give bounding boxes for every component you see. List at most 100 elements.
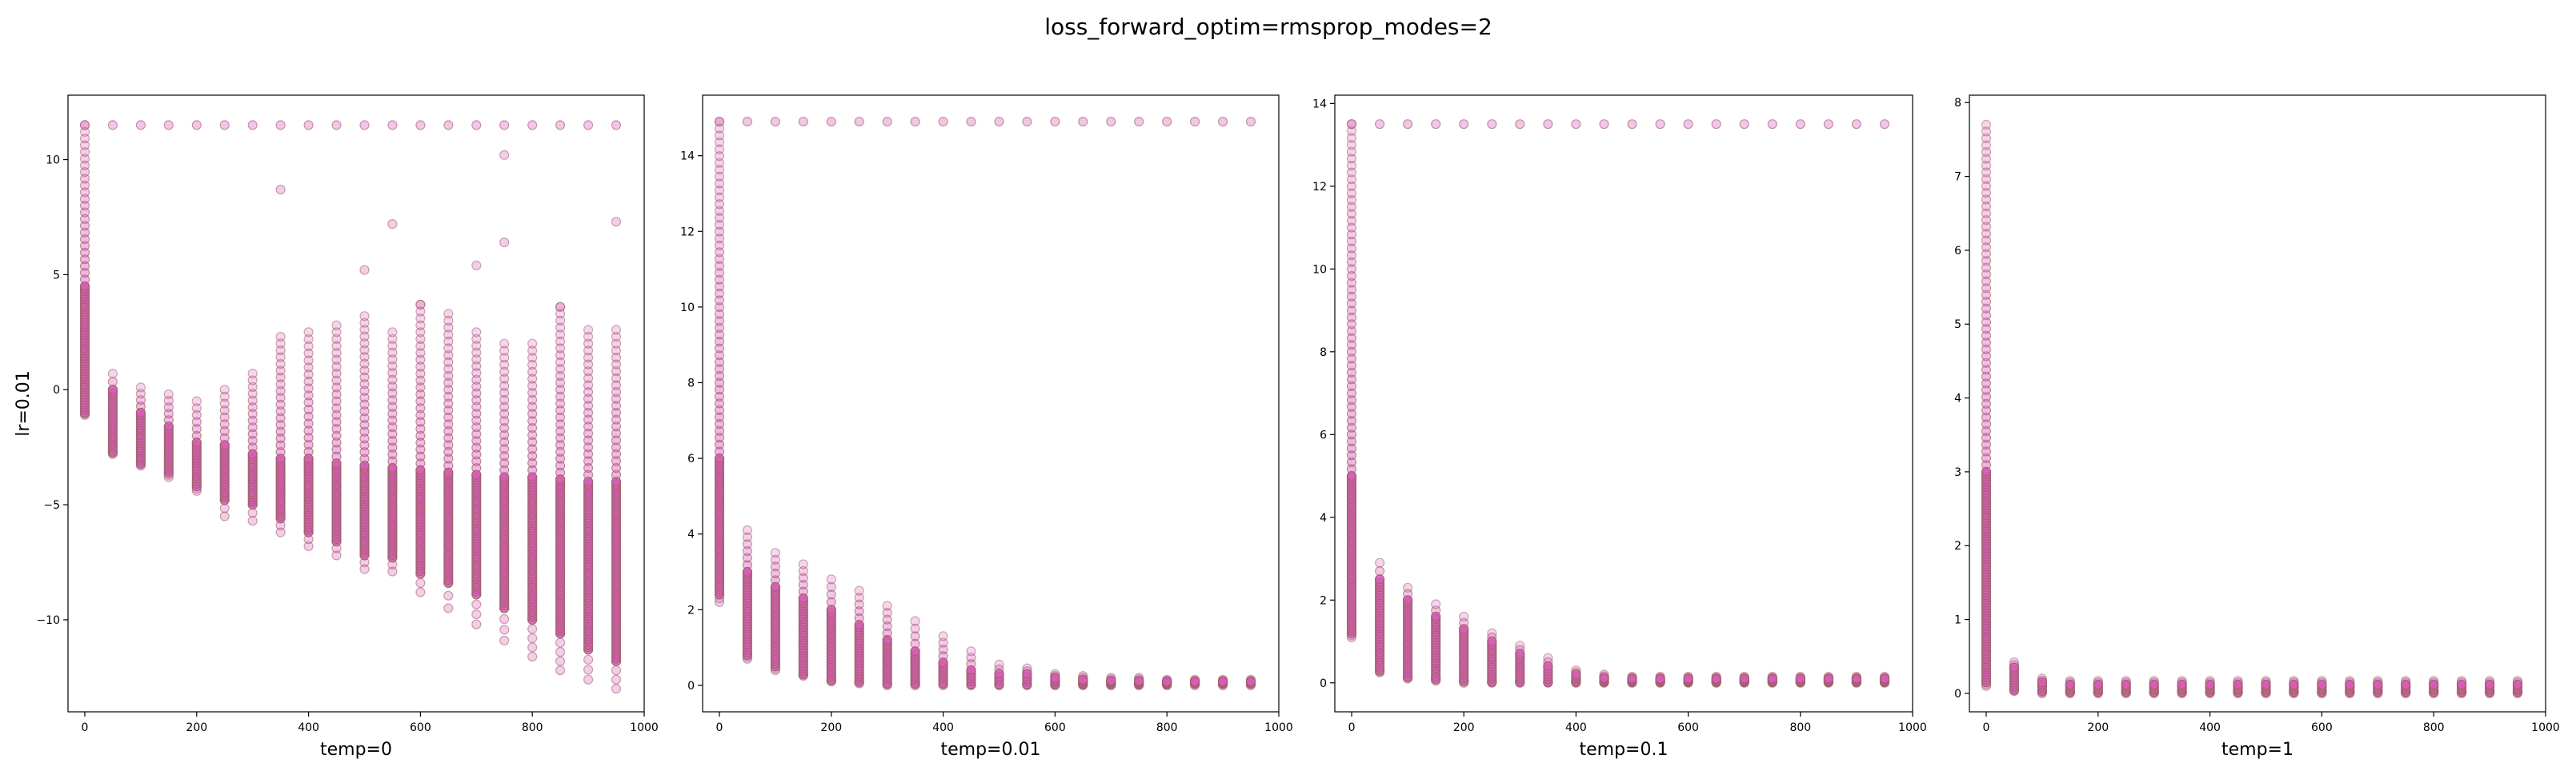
data-point: [1189, 677, 1200, 687]
data-point: [714, 425, 725, 436]
data-point: [714, 240, 725, 250]
data-point: [247, 402, 258, 413]
data-point: [415, 369, 426, 379]
data-point: [1487, 119, 1497, 130]
data-point: [499, 635, 510, 645]
data-point: [714, 433, 725, 443]
data-point: [527, 374, 538, 384]
data-point: [331, 354, 342, 365]
data-point: [910, 117, 920, 127]
data-point: [359, 440, 370, 450]
data-point: [611, 407, 622, 418]
data-point: [611, 414, 622, 425]
data-point: [219, 120, 230, 130]
data-point: [387, 421, 398, 433]
data-point: [714, 137, 725, 147]
x-tick-label: 400: [1565, 721, 1587, 734]
data-point: [938, 644, 948, 655]
data-point: [854, 585, 864, 596]
data-point: [247, 389, 258, 399]
x-tick-label: 400: [298, 721, 319, 734]
data-point: [611, 325, 622, 335]
data-point: [275, 453, 286, 464]
data-point: [555, 309, 566, 319]
data-point: [163, 389, 174, 400]
data-point: [1739, 119, 1749, 130]
data-point: [854, 620, 864, 630]
data-point: [1346, 285, 1357, 295]
data-point: [527, 451, 538, 461]
data-point: [387, 409, 398, 419]
y-tick-label: 5: [1954, 318, 1961, 331]
data-point: [303, 370, 314, 380]
y-tick-label: 0: [1954, 688, 1961, 701]
data-point: [499, 388, 510, 398]
data-point: [1189, 117, 1200, 127]
data-point: [1571, 119, 1581, 130]
data-point: [583, 462, 594, 473]
data-point: [471, 120, 482, 130]
data-point: [219, 511, 230, 521]
data-point: [1981, 283, 1992, 294]
data-point: [1981, 412, 1992, 422]
data-point: [994, 117, 1004, 127]
data-point: [714, 199, 725, 210]
data-point: [583, 654, 594, 665]
y-tick-label: 4: [1320, 512, 1327, 525]
data-point: [714, 295, 725, 306]
data-point: [331, 409, 342, 421]
data-point: [938, 631, 948, 641]
data-point: [79, 126, 90, 137]
data-point: [303, 348, 314, 358]
data-point: [1431, 611, 1441, 622]
data-point: [611, 401, 622, 411]
data-point: [415, 306, 426, 317]
data-point: [1981, 317, 1992, 327]
data-point: [1346, 401, 1357, 412]
data-point: [1543, 653, 1553, 663]
data-point: [583, 442, 594, 453]
data-point: [1981, 160, 1992, 171]
y-tick-label: 1: [1954, 614, 1961, 627]
data-point: [611, 449, 622, 459]
data-point: [1022, 117, 1032, 127]
data-point: [2233, 679, 2243, 689]
data-point: [499, 409, 510, 419]
data-point: [938, 117, 948, 127]
data-point: [910, 631, 920, 641]
data-point: [1981, 398, 1992, 409]
data-point: [611, 373, 622, 383]
data-point: [387, 374, 398, 385]
data-point: [1346, 388, 1357, 398]
data-point: [79, 247, 90, 258]
data-point: [770, 554, 781, 565]
data-point: [1981, 351, 1992, 362]
data-point: [303, 362, 314, 373]
data-point: [555, 385, 566, 395]
data-point: [938, 637, 948, 648]
data-point: [555, 440, 566, 450]
data-point: [1346, 126, 1357, 136]
data-point: [1879, 673, 1890, 684]
data-point: [1627, 673, 1637, 684]
data-point: [499, 346, 510, 356]
y-tick-label: 12: [680, 226, 695, 238]
data-point: [1346, 361, 1357, 371]
data-point: [79, 167, 90, 178]
data-point: [1981, 154, 1992, 164]
x-tick-label: 400: [2199, 721, 2221, 734]
data-point: [583, 407, 594, 418]
data-point: [387, 368, 398, 378]
data-point: [555, 391, 566, 401]
data-point: [1599, 119, 1609, 130]
data-point: [1346, 319, 1357, 330]
data-point: [583, 120, 594, 130]
data-point: [714, 219, 725, 230]
subplots: 0 200 400 600 800 1000−10−50510temp=0lr=0.010…: [14, 94, 2560, 760]
y-tick-label: 14: [680, 150, 695, 163]
data-point: [555, 412, 566, 422]
subplot-4: 0 200 400 600 800 1000 0 1 2 3 4 5 6 7 8 temp=1: [1954, 94, 2560, 760]
outlier-point: [499, 150, 510, 160]
data-point: [714, 282, 725, 292]
